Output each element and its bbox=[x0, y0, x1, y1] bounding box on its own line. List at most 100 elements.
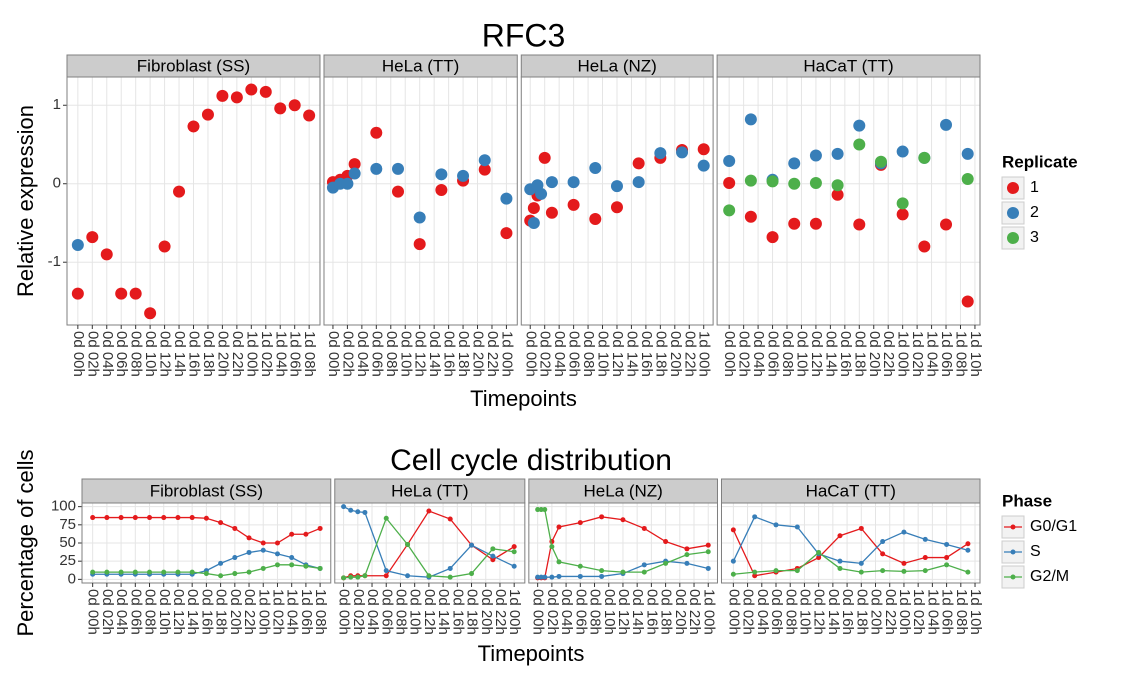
line-point bbox=[203, 515, 209, 521]
scatter-point bbox=[288, 99, 301, 112]
line-point bbox=[730, 527, 736, 533]
scatter-point bbox=[100, 248, 113, 261]
line-point bbox=[341, 575, 347, 581]
x-tick-label: 0d 02h bbox=[736, 331, 753, 377]
x-tick-label: 0d 20h bbox=[227, 589, 244, 635]
x-tick-label: 0d 08h bbox=[580, 331, 597, 377]
line-point bbox=[542, 507, 548, 513]
x-tick-label: 0d 10h bbox=[156, 589, 173, 635]
legend-marker bbox=[1007, 207, 1019, 219]
x-tick-label: 0d 02h bbox=[339, 331, 356, 377]
legend-label: S bbox=[1030, 543, 1041, 560]
y-tick-label: 50 bbox=[59, 534, 76, 551]
x-tick-label: 0d 12h bbox=[811, 589, 828, 635]
x-tick-label: 1d 10h bbox=[967, 589, 984, 635]
x-tick-label: 0d 22h bbox=[229, 331, 246, 377]
x-tick-label: 0d 22h bbox=[241, 589, 258, 635]
x-tick-label: 1d 06h bbox=[939, 589, 956, 635]
line-point bbox=[175, 515, 181, 521]
x-tick-label: 0d 04h bbox=[99, 331, 116, 377]
line-point bbox=[189, 515, 195, 521]
strip bbox=[66, 54, 321, 78]
x-tick-label: 0d 10h bbox=[793, 331, 810, 377]
scatter-point bbox=[744, 210, 757, 223]
x-tick-label: 0d 10h bbox=[796, 589, 813, 635]
x-tick-label: 1d 08h bbox=[953, 589, 970, 635]
line-point bbox=[858, 569, 864, 575]
line-point bbox=[730, 571, 736, 577]
x-tick-label: 0d 06h bbox=[572, 589, 589, 635]
line-point bbox=[705, 542, 711, 548]
line-point bbox=[773, 568, 779, 574]
scatter-point bbox=[435, 168, 448, 181]
line-point bbox=[260, 565, 266, 571]
x-tick-label: 0d 22h bbox=[492, 589, 509, 635]
scatter-point bbox=[940, 118, 953, 131]
x-tick-label: 0d 12h bbox=[615, 589, 632, 635]
strip-label: HeLa (TT) bbox=[391, 481, 468, 500]
scatter-point bbox=[809, 176, 822, 189]
line-point bbox=[232, 571, 238, 577]
x-tick-label: 0d 00h bbox=[721, 331, 738, 377]
line-point bbox=[816, 549, 822, 555]
x-tick-label: 0d 10h bbox=[397, 331, 414, 377]
legend-title: Phase bbox=[1002, 491, 1052, 510]
line-point bbox=[901, 560, 907, 566]
line-point bbox=[490, 546, 496, 552]
scatter-point bbox=[896, 145, 909, 158]
x-tick-label: 0d 00h bbox=[336, 589, 353, 635]
scatter-point bbox=[274, 102, 287, 115]
scatter-point bbox=[654, 147, 667, 160]
line-point bbox=[858, 525, 864, 531]
x-tick-label: 0d 18h bbox=[652, 331, 669, 377]
panel bbox=[717, 77, 980, 325]
line-point bbox=[341, 504, 347, 510]
scatter-point bbox=[187, 120, 200, 133]
line-point bbox=[705, 565, 711, 571]
line-point bbox=[289, 562, 295, 568]
line-point bbox=[965, 541, 971, 547]
x-tick-label: 0d 18h bbox=[464, 589, 481, 635]
strip-label: HeLa (NZ) bbox=[583, 481, 662, 500]
line-point bbox=[538, 507, 544, 513]
x-tick-label: 0d 08h bbox=[383, 331, 400, 377]
x-tick-label: 0d 14h bbox=[184, 589, 201, 635]
line-point bbox=[599, 514, 605, 520]
x-tick-label: 0d 04h bbox=[750, 331, 767, 377]
scatter-point bbox=[86, 231, 99, 244]
x-tick-label: 1d 04h bbox=[272, 331, 289, 377]
line-point bbox=[218, 573, 224, 579]
y-tick-label: 0 bbox=[68, 570, 76, 587]
x-tick-label: 0d 14h bbox=[822, 331, 839, 377]
scatter-point bbox=[788, 157, 801, 170]
line-point bbox=[383, 515, 389, 521]
legend-marker bbox=[1007, 232, 1019, 244]
scatter-point bbox=[831, 147, 844, 160]
line-point bbox=[203, 571, 209, 577]
x-tick-label: 0d 18h bbox=[213, 589, 230, 635]
scatter-point bbox=[348, 167, 361, 180]
x-tick-label: 0d 20h bbox=[868, 589, 885, 635]
scatter-point bbox=[744, 174, 757, 187]
y-axis-label: Percentage of cells bbox=[13, 449, 38, 636]
x-tick-label: 0d 02h bbox=[84, 331, 101, 377]
scatter-point bbox=[341, 177, 354, 190]
line-point bbox=[447, 574, 453, 580]
legend-title: Replicate bbox=[1002, 152, 1078, 171]
line-point bbox=[469, 542, 475, 548]
x-tick-label: 0d 06h bbox=[768, 589, 785, 635]
line-point bbox=[535, 507, 541, 513]
scatter-point bbox=[896, 197, 909, 210]
line-point bbox=[447, 565, 453, 571]
line-point bbox=[246, 535, 252, 541]
scatter-point bbox=[115, 287, 128, 300]
x-tick-label: 0d 22h bbox=[882, 589, 899, 635]
x-tick-label: 0d 02h bbox=[544, 589, 561, 635]
x-tick-label: 1d 06h bbox=[938, 331, 955, 377]
line-point bbox=[289, 555, 295, 561]
x-tick-label: 0d 16h bbox=[839, 589, 856, 635]
line-point bbox=[922, 568, 928, 574]
line-point bbox=[118, 569, 124, 575]
x-tick-label: 1d 04h bbox=[924, 589, 941, 635]
x-tick-label: 0d 18h bbox=[200, 331, 217, 377]
